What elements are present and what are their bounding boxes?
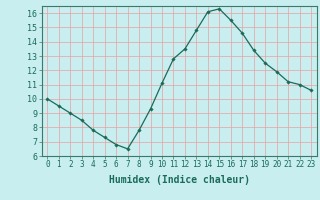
X-axis label: Humidex (Indice chaleur): Humidex (Indice chaleur) (109, 175, 250, 185)
